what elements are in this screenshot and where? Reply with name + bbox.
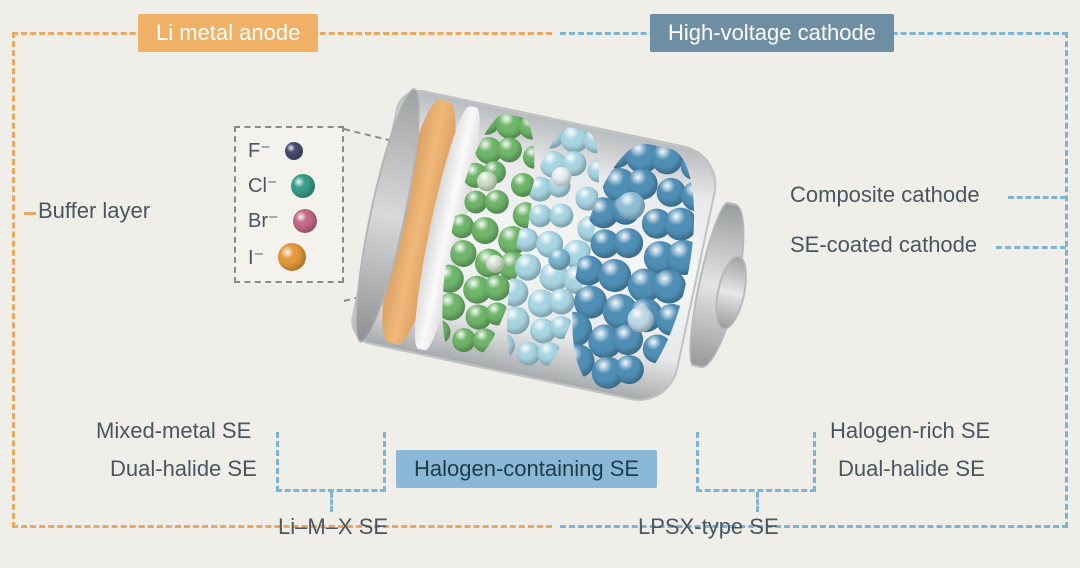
br-ion-icon <box>293 209 317 233</box>
limx-se-label: Li–M–X SE <box>278 514 388 540</box>
buffer-connector <box>24 212 36 215</box>
legend-item-br: Br⁻ <box>248 208 330 233</box>
limx-bracket <box>276 432 386 492</box>
anode-header: Li metal anode <box>138 14 318 52</box>
buffer-layer-label: Buffer layer <box>38 198 150 224</box>
cathode-connector-2 <box>996 246 1066 249</box>
lpsx-stem <box>756 492 759 512</box>
lpsx-bracket <box>696 432 816 492</box>
cathode-connector-1 <box>1008 196 1066 199</box>
legend-item-cl: Cl⁻ <box>248 173 330 198</box>
cathode-header: High-voltage cathode <box>650 14 894 52</box>
se-header: Halogen-containing SE <box>396 450 657 488</box>
legend-label-i: I⁻ <box>248 245 264 270</box>
composite-cathode-label: Composite cathode <box>790 182 980 208</box>
f-ion-icon <box>285 142 303 160</box>
mixed-metal-se-label: Mixed-metal SE <box>96 418 251 444</box>
legend-item-f: F⁻ <box>248 138 330 163</box>
legend-label-f: F⁻ <box>248 138 271 163</box>
halogen-rich-se-label: Halogen-rich SE <box>830 418 990 444</box>
limx-stem <box>330 492 333 512</box>
i-ion-icon <box>278 243 306 271</box>
lpsx-se-label: LPSX-type SE <box>638 514 779 540</box>
dual-halide-se-label-right: Dual-halide SE <box>838 456 985 482</box>
dual-halide-se-label-left: Dual-halide SE <box>110 456 257 482</box>
legend-label-br: Br⁻ <box>248 208 279 233</box>
legend-item-i: I⁻ <box>248 243 330 271</box>
se-coated-cathode-label: SE-coated cathode <box>790 232 977 258</box>
cl-ion-icon <box>291 174 315 198</box>
legend-label-cl: Cl⁻ <box>248 173 277 198</box>
ion-legend: F⁻ Cl⁻ Br⁻ I⁻ <box>234 126 344 283</box>
